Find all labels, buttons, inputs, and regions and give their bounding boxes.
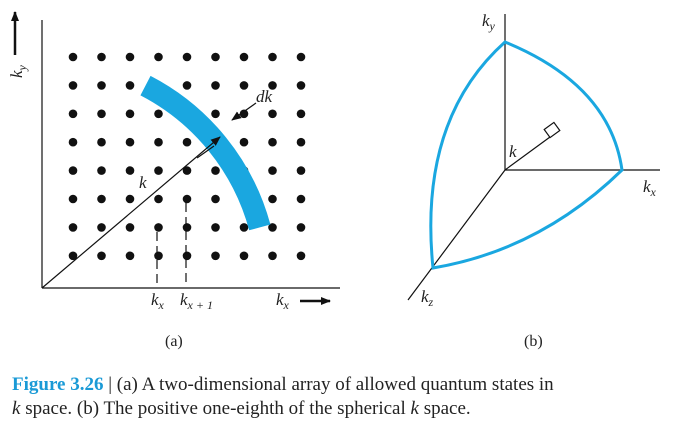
state-dot [296,52,306,62]
state-dot [125,194,135,204]
state-dot [68,223,78,232]
x-axis-label: kx [643,177,657,199]
state-dot [97,81,106,90]
state-dot [97,137,106,147]
state-grid [68,52,306,261]
state-dot [154,223,163,232]
state-dot [296,194,306,204]
state-dot [97,52,106,62]
k-vector [41,136,221,289]
state-dot [211,109,220,119]
state-dot [296,109,306,119]
panel-caption: (a) [165,333,183,350]
state-dot [154,109,163,119]
state-dot [296,251,306,261]
panel-a-axes [11,11,340,305]
state-dot [97,166,106,175]
state-dot [211,194,220,204]
state-dot [239,109,249,119]
state-dot [182,52,192,62]
state-dot [211,223,220,232]
state-dot [296,223,306,232]
state-dot [211,52,220,62]
state-dot [268,166,277,175]
state-dot [125,251,135,261]
state-dot [125,223,135,232]
y-axis-label: ky [7,64,29,78]
y-axis-label: ky [482,11,496,33]
state-dot [268,223,277,232]
state-dot [125,137,135,147]
state-dot [68,109,78,119]
state-dot [68,166,78,175]
tick-label: kx [151,290,165,312]
state-dot [211,81,220,90]
state-dot [296,137,306,147]
state-dot [68,194,78,204]
vector-label: k [509,142,517,161]
panel-b-axes [407,14,660,301]
state-dot [68,52,78,62]
panel-caption: (b) [524,333,543,350]
state-dot [182,251,192,261]
state-dot [97,194,106,204]
vector-label: k [139,173,147,192]
caption-line: Figure 3.26 | (a) A two-dimensional arra… [12,374,554,395]
dk-arrow [231,102,257,121]
state-dot [296,81,306,90]
state-dot [268,194,277,204]
state-dot [97,109,106,119]
state-dot [268,52,277,62]
state-dot [154,251,163,261]
state-dot [125,109,135,119]
state-dot [97,251,106,261]
state-dot [182,166,192,175]
octant-surface [429,40,624,270]
state-dot [182,194,192,204]
state-dot [182,81,192,90]
state-dot [239,81,249,90]
state-dot [239,52,249,62]
state-dot [268,137,277,147]
x-axis-label: kx [276,290,290,312]
state-dot [154,52,163,62]
state-dot [239,251,249,261]
dk-shell [140,75,271,231]
state-dot [125,166,135,175]
state-dot [125,52,135,62]
state-dot [97,223,106,232]
state-dot [268,251,277,261]
state-dot [239,223,249,232]
state-dot [296,166,306,175]
state-dot [154,137,163,147]
tick-label: kx + 1 [180,290,213,312]
state-dot [211,251,220,261]
state-dot [268,109,277,119]
state-dot [68,81,78,90]
z-axis-label: kz [421,287,434,309]
state-dot [182,137,192,147]
state-dot [239,137,249,147]
caption-line: k space. (b) The positive one-eighth of … [12,398,471,419]
band-label: dk [256,87,273,106]
state-dot [125,81,135,90]
state-dot [68,137,78,147]
state-dot [211,166,220,175]
state-dot [182,223,192,232]
state-dot [154,166,163,175]
dk-arrow [196,145,215,159]
state-dot [154,194,163,204]
state-dot [268,81,277,90]
state-dot [68,251,78,261]
